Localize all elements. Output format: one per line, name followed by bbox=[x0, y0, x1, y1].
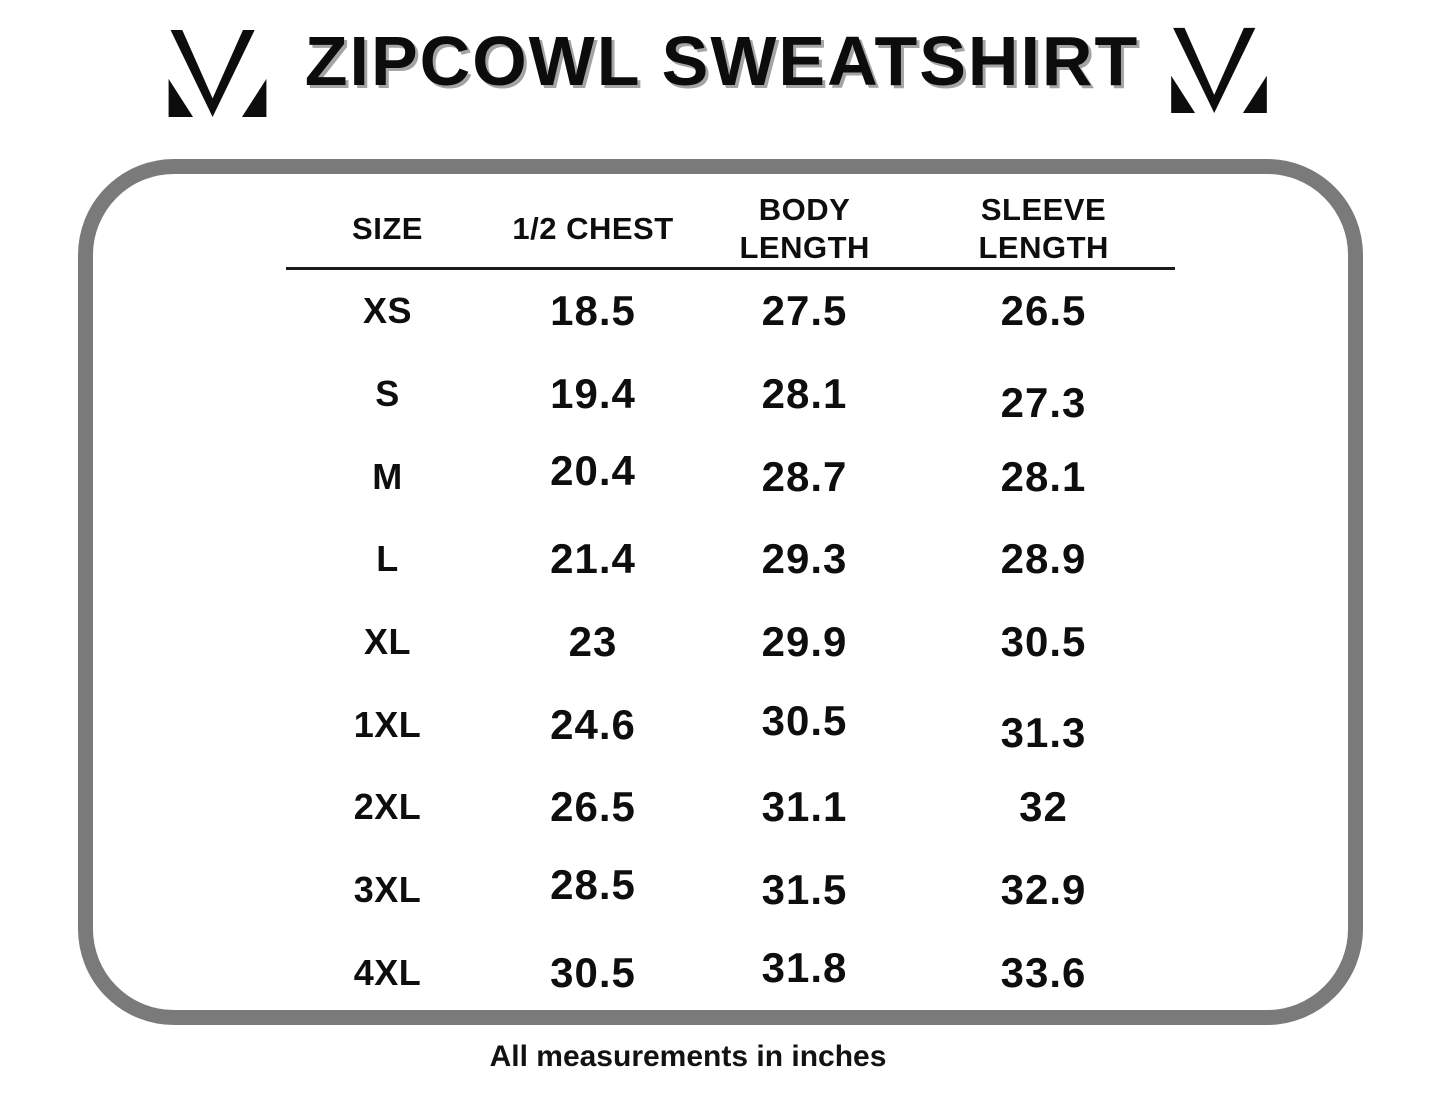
sleeve-length-value: 32 bbox=[1019, 783, 1068, 831]
half-chest-value: 19.4 bbox=[550, 370, 636, 418]
size-label: L bbox=[376, 538, 399, 580]
sleeve-length-value: 28.9 bbox=[1000, 535, 1087, 583]
column-header-body-length-text: BODY LENGTH bbox=[739, 191, 870, 265]
half-chest-value: 23 bbox=[568, 618, 618, 666]
body-length-value: 31.5 bbox=[761, 866, 848, 914]
table-header-row: SIZE 1/2 CHEST BODY LENGTH SLEEVE LENGTH bbox=[286, 190, 1175, 270]
table-row: XS 18.5 27.5 26.5 bbox=[286, 270, 1175, 353]
half-chest-value: 20.4 bbox=[550, 446, 636, 494]
page-title: ZIPCOWL SWEATSHIRT bbox=[304, 22, 1140, 100]
sleeve-length-value: 31.3 bbox=[1000, 708, 1087, 756]
sleeve-length-value: 26.5 bbox=[1000, 287, 1087, 335]
body-length-value: 31.1 bbox=[761, 783, 848, 831]
table-row: 2XL 26.5 31.1 32 bbox=[286, 766, 1175, 849]
brand-logo-icon bbox=[168, 28, 267, 118]
body-length-value: 28.7 bbox=[761, 452, 848, 500]
sleeve-length-value: 28.1 bbox=[1000, 452, 1087, 500]
column-header-size: SIZE bbox=[352, 210, 423, 246]
half-chest-value: 30.5 bbox=[550, 948, 636, 996]
body-length-value: 30.5 bbox=[761, 696, 848, 744]
size-label: XL bbox=[363, 621, 411, 663]
half-chest-value: 18.5 bbox=[550, 287, 636, 335]
table-row: 3XL 28.5 31.5 32.9 bbox=[286, 849, 1175, 932]
sleeve-length-value: 27.3 bbox=[1000, 379, 1087, 427]
column-header-sleeve-length-text: SLEEVE LENGTH bbox=[978, 191, 1109, 265]
sleeve-length-value: 32.9 bbox=[1000, 866, 1087, 914]
brand-logo-icon bbox=[1171, 26, 1267, 114]
table-row: L 21.4 29.3 28.9 bbox=[286, 518, 1175, 601]
table-row: M 20.4 28.7 28.1 bbox=[286, 435, 1175, 518]
size-label: XS bbox=[362, 290, 413, 332]
body-length-value: 29.9 bbox=[761, 618, 848, 666]
half-chest-value: 26.5 bbox=[550, 783, 636, 831]
column-header-half-chest: 1/2 CHEST bbox=[512, 210, 674, 246]
sleeve-length-value: 33.6 bbox=[1000, 948, 1087, 996]
size-label: 2XL bbox=[353, 786, 422, 828]
size-label: 1XL bbox=[353, 703, 422, 745]
sleeve-length-value: 30.5 bbox=[1000, 618, 1087, 666]
table-row: XL 23 29.9 30.5 bbox=[286, 601, 1175, 684]
size-chart-panel: SIZE 1/2 CHEST BODY LENGTH SLEEVE LENGTH… bbox=[78, 159, 1363, 1025]
column-header-sleeve-length: SLEEVE LENGTH bbox=[912, 191, 1175, 267]
table-row: 1XL 24.6 30.5 31.3 bbox=[286, 683, 1175, 766]
size-label: M bbox=[372, 455, 403, 497]
size-label: 3XL bbox=[353, 869, 422, 911]
measurements-note: All measurements in inches bbox=[489, 1040, 887, 1073]
table-row: 4XL 30.5 31.8 33.6 bbox=[286, 932, 1175, 1015]
body-length-value: 31.8 bbox=[761, 943, 848, 991]
table-row: S 19.4 28.1 27.3 bbox=[286, 353, 1175, 436]
size-label: 4XL bbox=[353, 951, 422, 993]
half-chest-value: 24.6 bbox=[550, 700, 636, 748]
body-length-value: 28.1 bbox=[761, 370, 848, 418]
size-label: S bbox=[375, 373, 400, 415]
half-chest-value: 21.4 bbox=[550, 535, 636, 583]
size-table: SIZE 1/2 CHEST BODY LENGTH SLEEVE LENGTH… bbox=[286, 190, 1175, 1014]
half-chest-value: 28.5 bbox=[550, 861, 636, 909]
column-header-body-length: BODY LENGTH bbox=[697, 191, 912, 267]
body-length-value: 29.3 bbox=[761, 535, 848, 583]
body-length-value: 27.5 bbox=[761, 287, 848, 335]
table-body: XS 18.5 27.5 26.5 S 19.4 28.1 27.3 M 20.… bbox=[286, 270, 1175, 1014]
